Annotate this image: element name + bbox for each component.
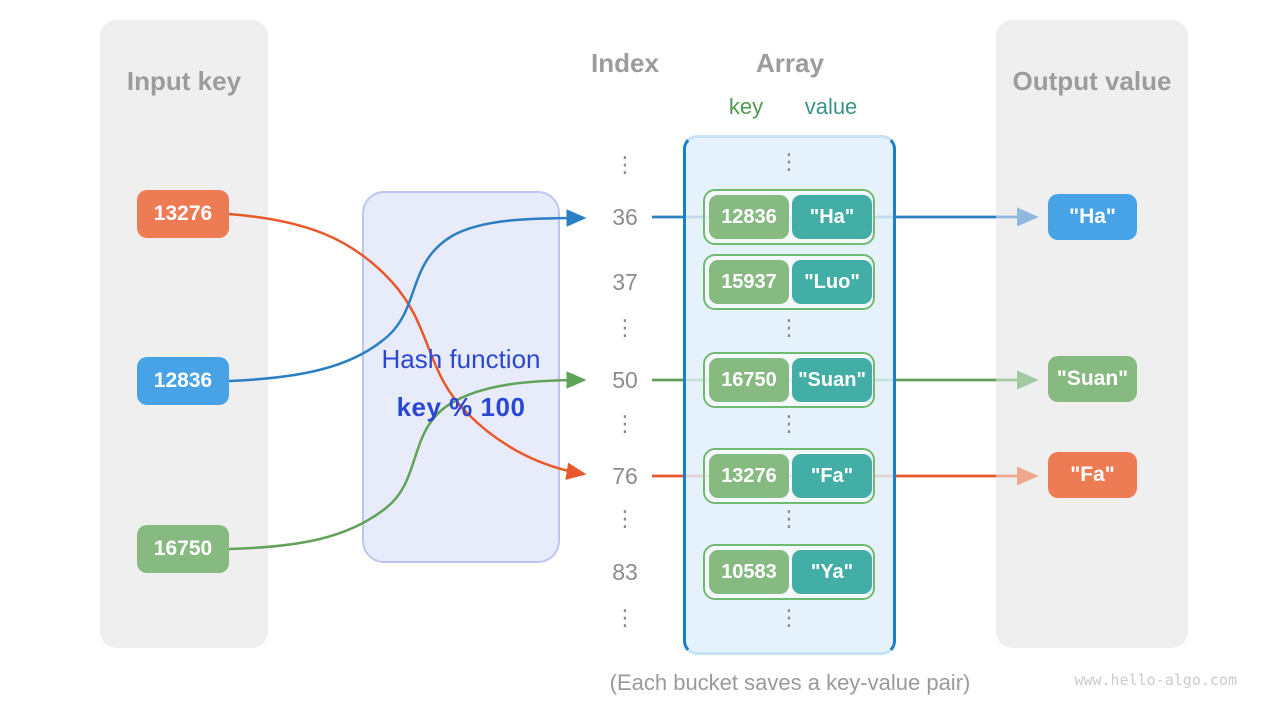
array-ellipsis: ⋮ xyxy=(778,412,800,437)
input-key-label: 16750 xyxy=(153,537,213,560)
bucket-value: "Luo" xyxy=(792,260,872,304)
index-ellipsis: ⋮ xyxy=(614,412,636,437)
input-key-12836: 12836 xyxy=(137,357,229,405)
output-value-label: "Ha" xyxy=(1069,205,1116,228)
index-50: 50 xyxy=(612,367,638,393)
array-header: Array xyxy=(756,48,824,78)
hash-function-label: Hash function xyxy=(381,344,541,374)
bucket-value: "Suan" xyxy=(792,358,872,402)
index-ellipsis: ⋮ xyxy=(614,507,636,532)
array-ellipsis: ⋮ xyxy=(778,606,800,631)
index-36: 36 xyxy=(612,204,638,230)
bucket-row-36: 12836 "Ha" xyxy=(703,189,875,245)
array-ellipsis: ⋮ xyxy=(778,507,800,532)
array-ellipsis: ⋮ xyxy=(778,316,800,341)
input-key-13276: 13276 xyxy=(137,190,229,238)
bucket-key: 15937 xyxy=(709,260,789,304)
input-key-title: Input key xyxy=(126,66,242,96)
index-ellipsis: ⋮ xyxy=(614,316,636,341)
hash-function-box xyxy=(362,191,560,563)
input-key-label: 13276 xyxy=(153,202,213,225)
output-value-panel: Output value xyxy=(996,20,1188,648)
bucket-value: "Ya" xyxy=(792,550,872,594)
index-header: Index xyxy=(591,48,659,78)
input-key-16750: 16750 xyxy=(137,525,229,573)
input-key-label: 12836 xyxy=(153,369,213,392)
bucket-key: 10583 xyxy=(709,550,789,594)
output-value-label: "Suan" xyxy=(1056,367,1129,390)
index-ellipsis: ⋮ xyxy=(614,153,636,178)
bucket-row-76: 13276 "Fa" xyxy=(703,448,875,504)
bucket-value: "Fa" xyxy=(792,454,872,498)
bucket-value: "Ha" xyxy=(792,195,872,239)
output-value-label: "Fa" xyxy=(1070,463,1115,486)
output-value-fa: "Fa" xyxy=(1048,452,1137,498)
watermark: www.hello-algo.com xyxy=(1074,671,1237,689)
array-ellipsis: ⋮ xyxy=(778,150,800,175)
index-83: 83 xyxy=(612,559,638,585)
output-value-title: Output value xyxy=(1012,66,1172,96)
hash-function-formula: key % 100 xyxy=(396,392,526,422)
bucket-row-50: 16750 "Suan" xyxy=(703,352,875,408)
output-value-ha: "Ha" xyxy=(1048,194,1137,240)
index-ellipsis: ⋮ xyxy=(614,606,636,631)
bucket-row-83: 10583 "Ya" xyxy=(703,544,875,600)
key-column-label: key xyxy=(728,94,764,119)
bucket-key: 13276 xyxy=(709,454,789,498)
bucket-row-37: 15937 "Luo" xyxy=(703,254,875,310)
caption: (Each bucket saves a key-value pair) xyxy=(609,670,971,695)
index-76: 76 xyxy=(612,463,638,489)
value-column-label: value xyxy=(804,94,858,119)
bucket-key: 12836 xyxy=(709,195,789,239)
output-value-suan: "Suan" xyxy=(1048,356,1137,402)
bucket-key: 16750 xyxy=(709,358,789,402)
index-37: 37 xyxy=(612,269,638,295)
